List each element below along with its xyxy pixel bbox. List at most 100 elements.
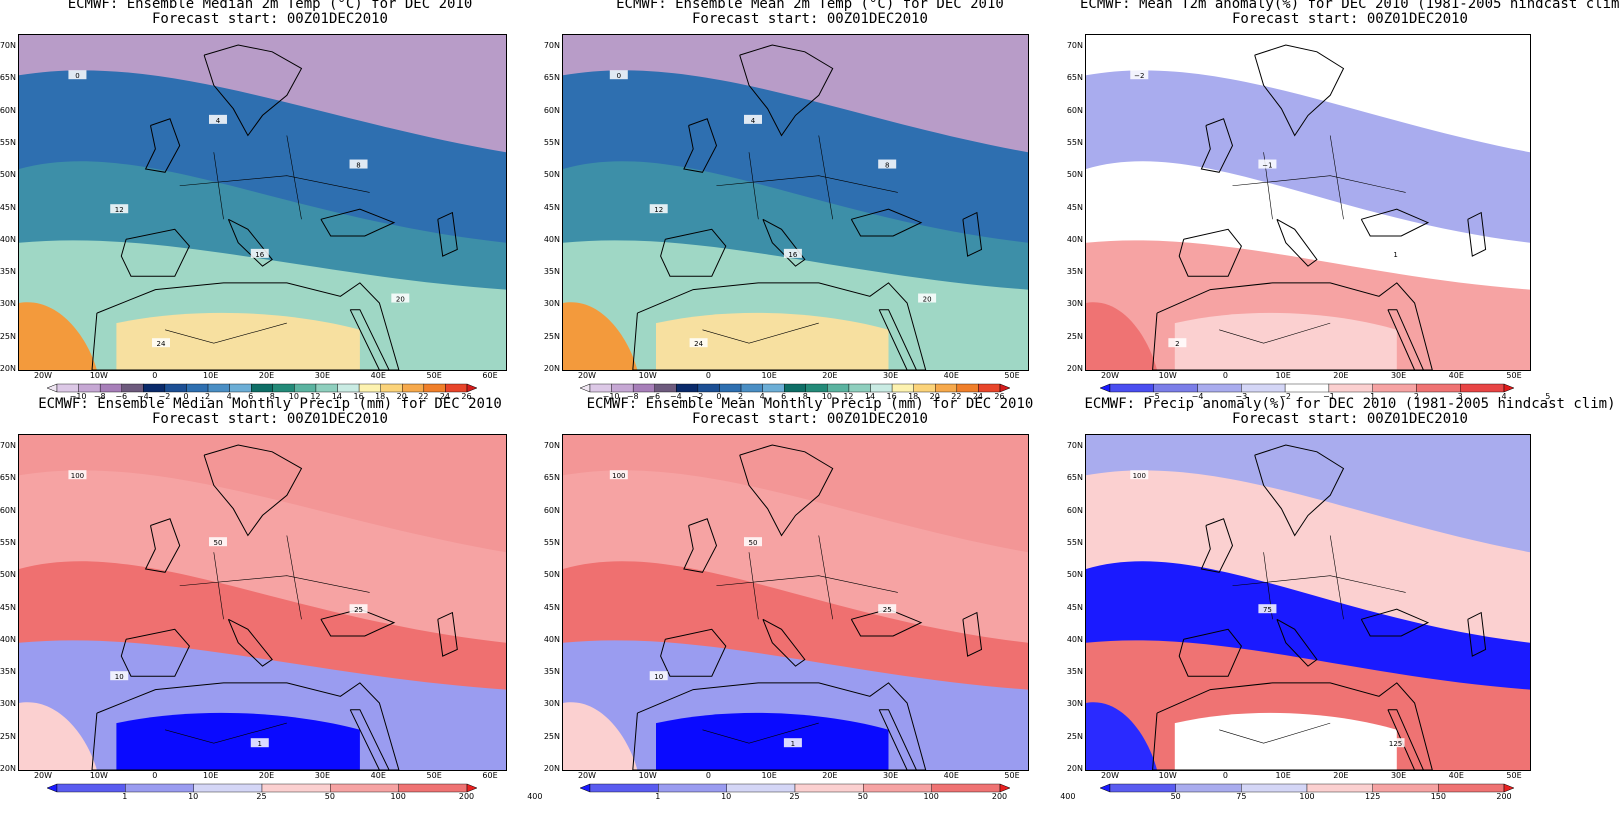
- map-frame: −2 −1 1 2: [1085, 34, 1531, 371]
- lat-tick-label: 55N: [1066, 537, 1083, 547]
- colorbar-label: 4: [226, 392, 232, 401]
- lon-tick-label: 50E: [1506, 371, 1522, 380]
- lon-tick-label: 10E: [203, 771, 219, 780]
- lat-tick-label: 50N: [543, 570, 560, 580]
- lon-tick-label: 20E: [258, 771, 275, 780]
- colorbar-label: −1: [1322, 392, 1335, 401]
- colorbar-label: 3: [1457, 392, 1463, 401]
- lon-tick-label: 0: [152, 371, 158, 380]
- panel-temp-mean: ECMWF: Ensemble Mean 2m Temp (°C) for DE…: [540, 0, 1080, 414]
- colorbar-label: 400: [1060, 792, 1076, 801]
- lon-tick-label: 20E: [1333, 771, 1349, 780]
- contour-label: 12: [649, 204, 668, 214]
- panel-title: ECMWF: Ensemble Median Monthly Precip (m…: [38, 396, 502, 412]
- svg-text:−1: −1: [1262, 162, 1272, 170]
- svg-text:1: 1: [791, 740, 795, 748]
- colorbar: [45, 783, 478, 793]
- colorbar-label: −3: [1235, 392, 1248, 401]
- lon-tick-label: 10E: [203, 371, 219, 380]
- lon-tick-label: 10E: [1275, 371, 1291, 380]
- panel-subtitle: Forecast start: 00Z01DEC2010: [691, 411, 928, 427]
- colorbar-label: 1: [1370, 392, 1376, 401]
- lon-tick-label: 20E: [1333, 371, 1349, 380]
- lat-tick-label: 20N: [1066, 364, 1083, 373]
- contour-label: −1: [1258, 159, 1277, 170]
- panel-subtitle: Forecast start: 00Z01DEC2010: [1231, 11, 1468, 27]
- panel-title: ECMWF: Ensemble Median 2m Temp (°C) for …: [67, 0, 473, 12]
- lon-tick-label: 40E: [1448, 771, 1464, 780]
- svg-text:24: 24: [694, 340, 703, 348]
- colorbar: [578, 383, 1011, 393]
- lat-tick-label: 45N: [0, 602, 16, 612]
- contour-label: 100: [68, 470, 87, 480]
- map-field: 100 75 125: [1086, 435, 1530, 770]
- lat-tick-label: 70N: [0, 441, 16, 450]
- lat-tick-label: 35N: [1066, 267, 1083, 277]
- panel-title: ECMWF: Mean T2m anomaly(%) for DEC 2010 …: [1080, 0, 1620, 12]
- map-frame: 100 75 125: [1085, 434, 1531, 771]
- colorbar-label: 0: [716, 392, 722, 401]
- lat-tick-label: 40N: [0, 234, 16, 244]
- lon-tick-label: 0: [705, 771, 711, 780]
- lat-tick-label: 40N: [1066, 634, 1083, 644]
- svg-text:2: 2: [1175, 340, 1179, 348]
- colorbar-label: 18: [908, 392, 919, 401]
- svg-text:100: 100: [1133, 472, 1146, 480]
- lat-tick-label: 50N: [0, 170, 16, 180]
- lat-tick-label: 30N: [0, 299, 16, 309]
- contour-label: 24: [689, 338, 708, 348]
- colorbar-label: 24: [439, 392, 450, 401]
- lat-tick-label: 25N: [543, 331, 560, 341]
- svg-text:12: 12: [115, 206, 124, 214]
- colorbar-label: 22: [418, 392, 429, 401]
- lat-tick-label: 65N: [0, 73, 16, 83]
- lat-tick-label: 45N: [0, 202, 16, 212]
- lon-tick-label: 10E: [761, 771, 777, 780]
- svg-text:50: 50: [749, 539, 758, 547]
- panel-precip-anomaly: ECMWF: Precip anomaly(%) for DEC 2010 (1…: [1067, 396, 1620, 828]
- colorbar-label: 26: [461, 392, 472, 401]
- contour-label: 4: [208, 114, 227, 125]
- lon-tick-label: 20W: [577, 771, 597, 780]
- svg-text:10: 10: [654, 673, 663, 681]
- colorbar-label: −2: [691, 392, 704, 401]
- lon-tick-label: 10W: [638, 771, 657, 780]
- lat-tick-label: 35N: [0, 267, 16, 277]
- lon-tick-label: 40E: [1448, 371, 1464, 380]
- lat-tick-label: 20N: [0, 764, 16, 773]
- lat-tick-label: 65N: [1066, 73, 1083, 83]
- svg-text:1: 1: [258, 740, 262, 748]
- colorbar-label: 25: [256, 792, 267, 801]
- svg-text:100: 100: [612, 472, 625, 480]
- panel-title: ECMWF: Precip anomaly(%) for DEC 2010 (1…: [1084, 396, 1616, 412]
- colorbar-label: 14: [864, 392, 876, 401]
- colorbar-label: 125: [1365, 792, 1381, 801]
- contour-label: 16: [783, 248, 802, 259]
- lon-tick-label: 10W: [89, 371, 108, 380]
- lat-tick-label: 45N: [1066, 202, 1083, 212]
- colorbar-label: 5: [1545, 392, 1551, 401]
- colorbar-label: 2: [1413, 392, 1419, 401]
- colorbar-label: −5: [1147, 392, 1160, 401]
- colorbar-label: 150: [1430, 792, 1446, 801]
- contour-label: 100: [609, 470, 628, 480]
- contour-label: 75: [1258, 604, 1277, 614]
- colorbar-label: 8: [269, 392, 275, 401]
- lon-tick-label: 10W: [638, 371, 657, 380]
- colorbar-label: −2: [158, 392, 171, 401]
- lon-tick-label: 10E: [761, 371, 777, 380]
- lon-tick-label: 20W: [577, 371, 597, 380]
- lat-tick-label: 45N: [1066, 602, 1083, 612]
- contour-label: 16: [250, 248, 269, 259]
- contour-label: 8: [349, 159, 368, 170]
- map-field: 0 4 8 12 16 20 24: [563, 35, 1028, 370]
- colorbar-label: 400: [527, 792, 543, 801]
- colorbar-label: 6: [781, 392, 787, 401]
- panel-precip-median: ECMWF: Ensemble Median Monthly Precip (m…: [0, 396, 543, 828]
- svg-text:8: 8: [885, 162, 889, 170]
- contour-label: 20: [918, 293, 937, 304]
- panel-subtitle: Forecast start: 00Z01DEC2010: [151, 411, 388, 427]
- lon-tick-label: 60E: [482, 771, 498, 780]
- contour-label: 12: [110, 204, 129, 214]
- contour-label: 20: [391, 293, 410, 304]
